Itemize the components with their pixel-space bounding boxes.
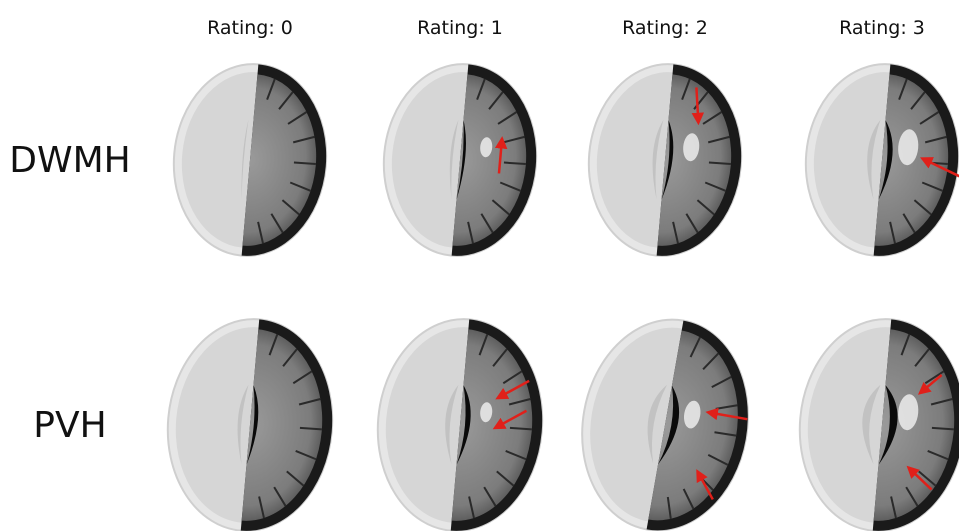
- brain-image: [376, 58, 544, 263]
- column-label: Rating: 1: [417, 17, 503, 39]
- column-label: Rating: 0: [207, 17, 293, 39]
- brain-image: [166, 58, 334, 263]
- figure: Rating: 0 Rating: 1 Rating: 2 Rating: 3 DWMH…: [0, 0, 959, 531]
- brain-image: [159, 312, 341, 531]
- brain-image: [581, 58, 749, 263]
- brain-image: [566, 306, 764, 531]
- column-label: Rating: 2: [622, 17, 708, 39]
- row-label: PVH: [33, 405, 106, 446]
- brain-image: [369, 312, 551, 531]
- row-label: DWMH: [9, 140, 130, 181]
- brain-image: [798, 58, 959, 263]
- brain-image: [791, 312, 959, 531]
- column-label: Rating: 3: [839, 17, 925, 39]
